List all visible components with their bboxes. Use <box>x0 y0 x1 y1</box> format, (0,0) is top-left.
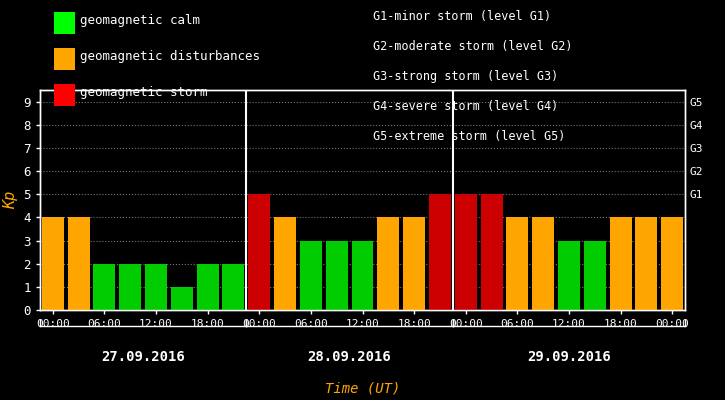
Bar <box>300 240 322 310</box>
Bar <box>635 217 658 310</box>
Bar <box>481 194 502 310</box>
Text: G1-minor storm (level G1): G1-minor storm (level G1) <box>373 10 552 23</box>
Bar <box>584 240 606 310</box>
Bar <box>377 217 399 310</box>
Bar <box>171 287 193 310</box>
Bar <box>94 264 115 310</box>
Text: geomagnetic calm: geomagnetic calm <box>80 14 200 27</box>
Bar <box>326 240 348 310</box>
Text: 27.09.2016: 27.09.2016 <box>102 350 185 364</box>
Bar <box>42 217 64 310</box>
Text: G5-extreme storm (level G5): G5-extreme storm (level G5) <box>373 130 566 143</box>
Bar <box>610 217 631 310</box>
Bar <box>145 264 167 310</box>
Bar <box>455 194 477 310</box>
Bar <box>661 217 683 310</box>
Bar <box>119 264 141 310</box>
Bar <box>248 194 270 310</box>
Text: Time (UT): Time (UT) <box>325 382 400 396</box>
Y-axis label: Kp: Kp <box>3 191 18 209</box>
Text: geomagnetic disturbances: geomagnetic disturbances <box>80 50 260 63</box>
Text: 29.09.2016: 29.09.2016 <box>527 350 611 364</box>
Text: G4-severe storm (level G4): G4-severe storm (level G4) <box>373 100 559 113</box>
Bar <box>196 264 219 310</box>
Bar <box>352 240 373 310</box>
Bar <box>429 194 451 310</box>
Bar <box>67 217 90 310</box>
Bar <box>403 217 425 310</box>
Text: G3-strong storm (level G3): G3-strong storm (level G3) <box>373 70 559 83</box>
Bar <box>558 240 580 310</box>
Bar <box>506 217 529 310</box>
Text: geomagnetic storm: geomagnetic storm <box>80 86 207 99</box>
Bar <box>274 217 296 310</box>
Bar <box>532 217 554 310</box>
Text: 28.09.2016: 28.09.2016 <box>307 350 392 364</box>
Bar <box>223 264 244 310</box>
Text: G2-moderate storm (level G2): G2-moderate storm (level G2) <box>373 40 573 53</box>
